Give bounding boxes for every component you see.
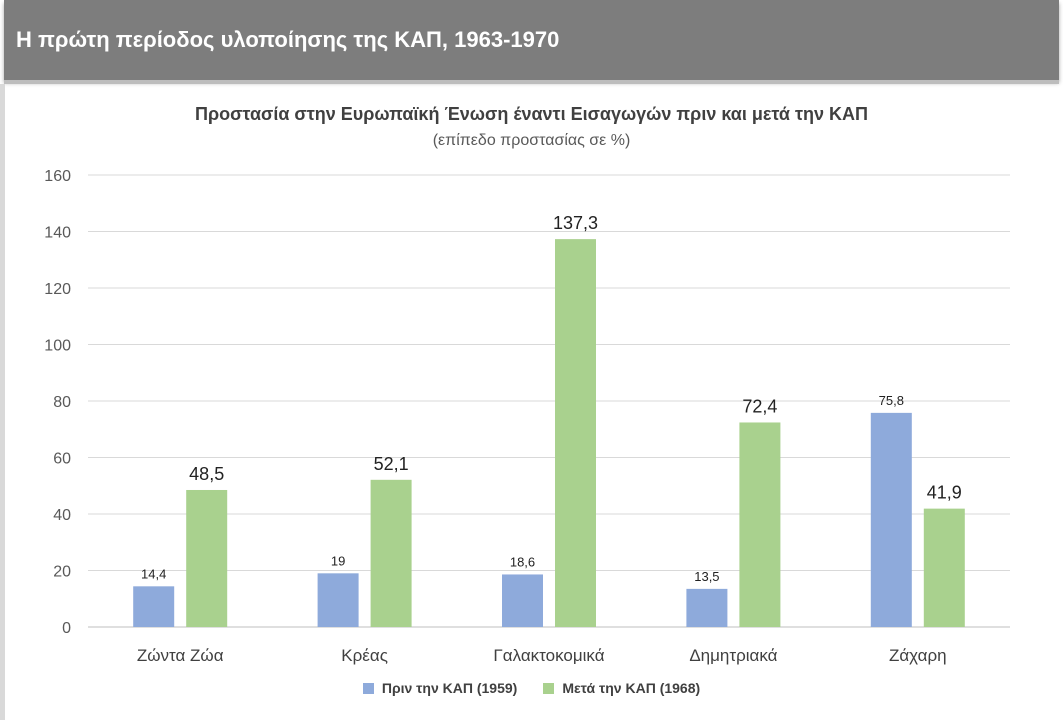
y-tick-label: 80 — [53, 394, 71, 411]
data-label: 75,8 — [879, 393, 904, 408]
legend-label-before: Πριν την ΚΑΠ (1959) — [381, 680, 518, 696]
x-tick-label: Ζώντα Ζώα — [137, 646, 224, 665]
chart-title: Προστασία στην Ευρωπαϊκή Ένωση έναντι Ει… — [194, 104, 869, 124]
y-tick-label: 0 — [62, 620, 71, 637]
legend-item-after: Μετά την ΚΑΠ (1968) — [543, 680, 700, 696]
left-edge-divider — [0, 84, 5, 720]
x-tick-label: Ζάχαρη — [889, 646, 947, 665]
legend-swatch-before — [362, 682, 374, 694]
bar-before — [133, 586, 175, 627]
x-tick-label: Κρέας — [341, 646, 388, 665]
y-tick-label: 120 — [44, 281, 71, 298]
data-label: 19 — [331, 553, 345, 568]
legend-swatch-after — [543, 682, 555, 694]
data-label: 48,5 — [189, 464, 224, 484]
bar-after — [370, 479, 412, 627]
bar-before — [870, 412, 912, 627]
header-bar: Η πρώτη περίοδος υλοποίησης της ΚΑΠ, 196… — [4, 0, 1059, 80]
chart-legend: Πριν την ΚΑΠ (1959) Μετά την ΚΑΠ (1968) — [0, 680, 1063, 696]
bar-before — [686, 588, 728, 627]
data-label: 18,6 — [510, 554, 535, 569]
y-tick-label: 60 — [53, 451, 71, 468]
bar-after — [186, 489, 228, 627]
legend-label-after: Μετά την ΚΑΠ (1968) — [562, 680, 701, 696]
y-tick-label: 160 — [44, 168, 71, 185]
bar-after — [739, 422, 781, 627]
page-title: Η πρώτη περίοδος υλοποίησης της ΚΑΠ, 196… — [16, 27, 560, 52]
data-label: 13,5 — [694, 569, 719, 584]
legend-item-before: Πριν την ΚΑΠ (1959) — [362, 680, 518, 696]
y-tick-label: 40 — [53, 507, 71, 524]
y-tick-label: 140 — [44, 225, 71, 242]
data-label: 52,1 — [374, 454, 409, 474]
y-tick-label: 100 — [44, 338, 71, 355]
data-label: 137,3 — [553, 213, 598, 233]
bar-before — [502, 574, 543, 627]
bar-before — [317, 573, 359, 627]
bar-after — [555, 239, 596, 627]
x-tick-label: Δημητριακά — [689, 646, 777, 665]
data-label: 72,4 — [742, 396, 777, 416]
data-label: 14,4 — [141, 566, 166, 581]
header-divider — [4, 80, 1059, 84]
data-label: 41,9 — [927, 483, 962, 503]
x-tick-label: Γαλακτοκομικά — [493, 646, 604, 665]
y-tick-label: 20 — [53, 564, 71, 581]
chart-subtitle: (επίπεδο προστασίας σε %) — [432, 132, 631, 149]
bar-after — [923, 508, 965, 627]
